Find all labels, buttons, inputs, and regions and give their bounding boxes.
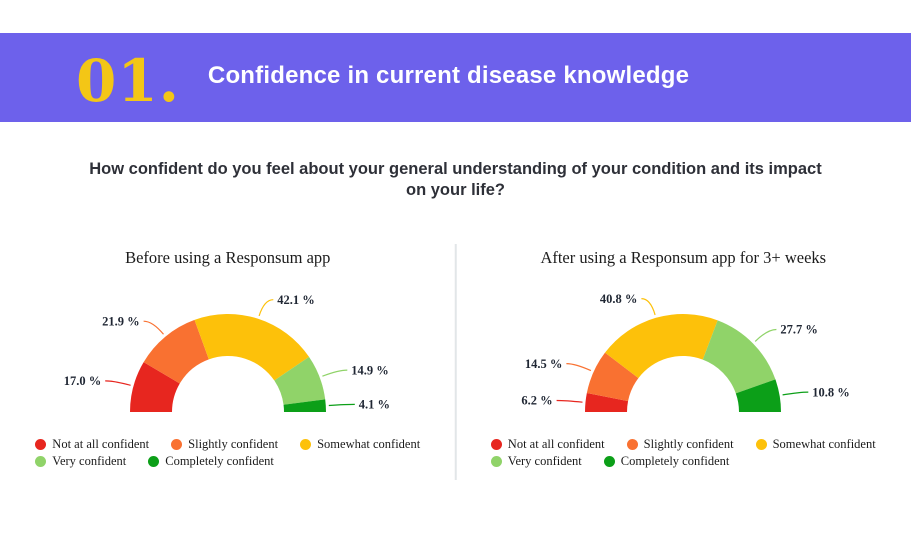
- legend-row: Very confident Completely confident: [35, 454, 420, 469]
- label-leader-line: [557, 400, 583, 402]
- legend-dot-not-at-all-confident: [35, 439, 46, 450]
- percent-label-slightly-confident: 14.5 %: [525, 357, 563, 371]
- legend-item-not-at-all-confident: Not at all confident: [491, 437, 605, 452]
- percent-label-somewhat-confident: 42.1 %: [277, 293, 315, 307]
- infographic-page: 01. Confidence in current disease knowle…: [0, 33, 911, 544]
- label-leader-line: [567, 363, 592, 370]
- gauge-chart-before: 17.0 % 21.9 % 42.1 % 14.9 % 4.1 %: [28, 272, 428, 424]
- legend-before: Not at all confident Slightly confident So…: [35, 437, 420, 471]
- legend-item-very-confident: Very confident: [491, 454, 582, 469]
- percent-label-not-at-all-confident: 6.2 %: [522, 394, 553, 408]
- page-title: Confidence in current disease knowledge: [208, 62, 689, 90]
- gauge-segment-very-confident: [703, 320, 776, 393]
- legend-item-completely-confident: Completely confident: [604, 454, 730, 469]
- legend-item-slightly-confident: Slightly confident: [171, 437, 278, 452]
- legend-label: Somewhat confident: [773, 437, 876, 452]
- label-leader-line: [642, 298, 656, 314]
- legend-row: Not at all confident Slightly confident So…: [35, 437, 420, 452]
- legend-dot-very-confident: [35, 456, 46, 467]
- gauge-chart-after: 6.2 % 14.5 % 40.8 % 27.7 % 10.8 %: [483, 272, 883, 424]
- legend-dot-somewhat-confident: [300, 439, 311, 450]
- legend-label: Not at all confident: [52, 437, 149, 452]
- legend-dot-very-confident: [491, 456, 502, 467]
- legend-label: Completely confident: [621, 454, 730, 469]
- legend-item-not-at-all-confident: Not at all confident: [35, 437, 149, 452]
- label-leader-line: [259, 300, 273, 316]
- legend-row: Very confident Completely confident: [491, 454, 876, 469]
- legend-label: Slightly confident: [188, 437, 278, 452]
- percent-label-not-at-all-confident: 17.0 %: [63, 374, 101, 388]
- label-leader-line: [105, 381, 130, 385]
- percent-label-somewhat-confident: 40.8 %: [600, 292, 638, 306]
- legend-dot-not-at-all-confident: [491, 439, 502, 450]
- legend-item-slightly-confident: Slightly confident: [627, 437, 734, 452]
- legend-label: Very confident: [52, 454, 126, 469]
- legend-item-somewhat-confident: Somewhat confident: [300, 437, 420, 452]
- legend-after: Not at all confident Slightly confident So…: [491, 437, 876, 471]
- legend-row: Not at all confident Slightly confident So…: [491, 437, 876, 452]
- legend-label: Completely confident: [165, 454, 274, 469]
- charts-row: Before using a Responsum app 17.0 % 21.9 …: [0, 248, 911, 471]
- question-text: How confident do you feel about your gen…: [83, 159, 828, 202]
- chart-panel-after: After using a Responsum app for 3+ weeks…: [456, 248, 911, 471]
- percent-label-completely-confident: 10.8 %: [813, 385, 851, 399]
- header-banner: 01. Confidence in current disease knowle…: [0, 33, 911, 122]
- percent-label-completely-confident: 4.1 %: [359, 397, 390, 411]
- chart-title-after: After using a Responsum app for 3+ weeks: [540, 248, 826, 268]
- chart-panel-before: Before using a Responsum app 17.0 % 21.9 …: [0, 248, 456, 471]
- label-leader-line: [143, 321, 163, 334]
- chart-title-before: Before using a Responsum app: [125, 248, 330, 268]
- section-number: 01.: [76, 52, 180, 110]
- label-leader-line: [322, 370, 347, 376]
- label-leader-line: [755, 329, 776, 341]
- legend-label: Very confident: [508, 454, 582, 469]
- legend-dot-somewhat-confident: [756, 439, 767, 450]
- legend-dot-slightly-confident: [627, 439, 638, 450]
- label-leader-line: [783, 392, 809, 395]
- legend-dot-completely-confident: [604, 456, 615, 467]
- panel-divider: [454, 244, 457, 480]
- legend-label: Slightly confident: [644, 437, 734, 452]
- legend-label: Not at all confident: [508, 437, 605, 452]
- label-leader-line: [329, 404, 355, 405]
- percent-label-very-confident: 14.9 %: [351, 363, 389, 377]
- percent-label-slightly-confident: 21.9 %: [102, 314, 140, 328]
- legend-item-somewhat-confident: Somewhat confident: [756, 437, 876, 452]
- legend-label: Somewhat confident: [317, 437, 420, 452]
- legend-dot-slightly-confident: [171, 439, 182, 450]
- legend-item-completely-confident: Completely confident: [148, 454, 274, 469]
- legend-dot-completely-confident: [148, 456, 159, 467]
- percent-label-very-confident: 27.7 %: [781, 323, 819, 337]
- legend-item-very-confident: Very confident: [35, 454, 126, 469]
